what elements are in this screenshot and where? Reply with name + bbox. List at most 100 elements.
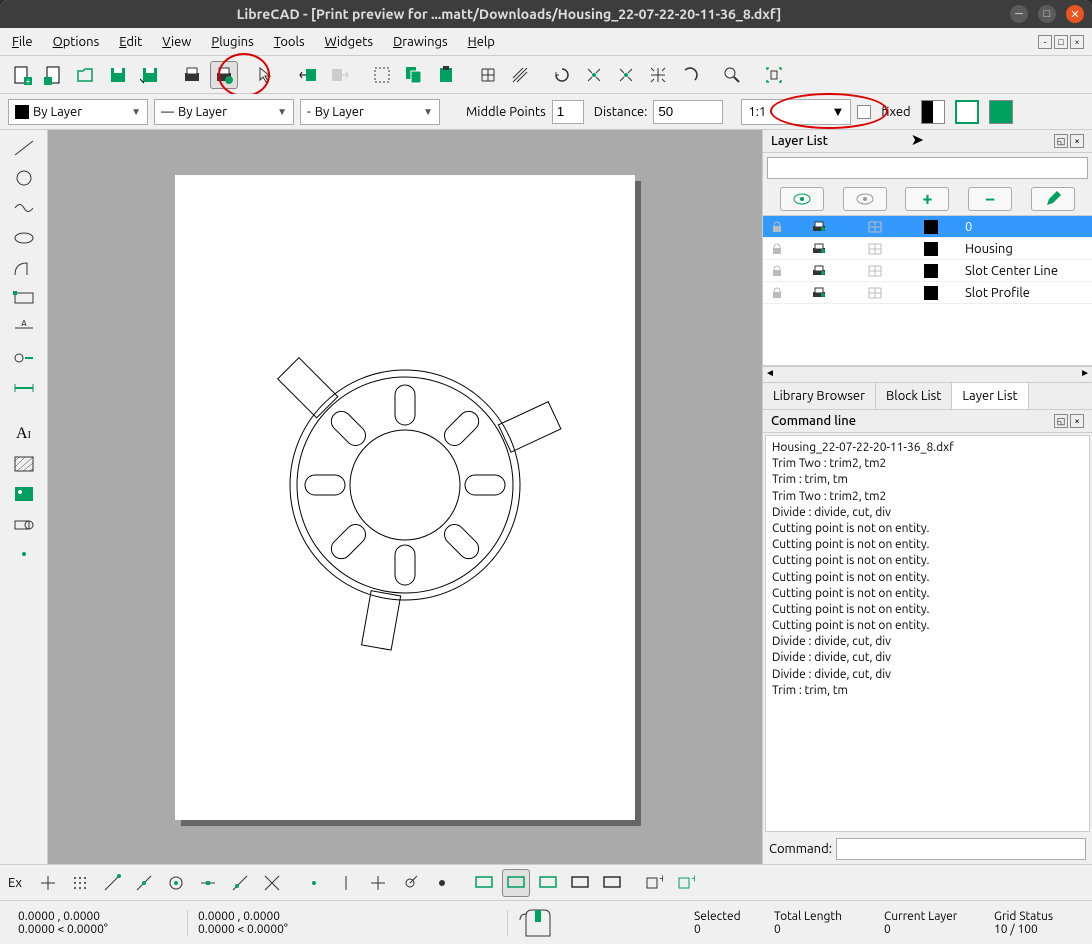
cmd-panel-close[interactable]: × [1070, 414, 1084, 428]
layer-panel-undock[interactable]: ◱ [1054, 134, 1068, 148]
menu-plugins[interactable]: Plugins [203, 31, 261, 53]
layer-edit-button[interactable] [1031, 187, 1075, 211]
point-tool-icon[interactable] [10, 542, 38, 566]
screen2-icon[interactable] [502, 869, 530, 897]
cut-button[interactable] [368, 61, 396, 89]
lock-icon[interactable] [763, 221, 791, 233]
measure-tool-icon[interactable] [10, 376, 38, 400]
hatch-tool-icon[interactable] [10, 452, 38, 476]
construction-icon[interactable] [847, 221, 903, 233]
construction-icon[interactable] [847, 243, 903, 255]
circle-tool-icon[interactable] [10, 166, 38, 190]
paste-button[interactable] [432, 61, 460, 89]
fit-button[interactable] [989, 100, 1013, 124]
ellipse-tool-icon[interactable] [10, 226, 38, 250]
print-icon[interactable] [791, 287, 847, 299]
block-tool-icon[interactable] [10, 512, 38, 536]
mdi-min[interactable]: - [1038, 35, 1052, 49]
distance-input[interactable] [653, 100, 723, 124]
restrict-nothing-icon[interactable] [300, 869, 328, 897]
command-input[interactable] [836, 838, 1086, 860]
screen5-icon[interactable] [598, 869, 626, 897]
close-button[interactable]: ✕ [1066, 5, 1084, 23]
snap-on-entity-icon[interactable] [130, 869, 158, 897]
polyline-tool-icon[interactable] [10, 256, 38, 280]
menu-file[interactable]: File [4, 31, 41, 53]
copy-button[interactable] [400, 61, 428, 89]
lock-icon[interactable] [763, 287, 791, 299]
line-tool-icon[interactable] [10, 136, 38, 160]
screen4-icon[interactable] [566, 869, 594, 897]
menu-drawings[interactable]: Drawings [385, 31, 456, 53]
undo-button[interactable] [294, 61, 322, 89]
mdi-restore[interactable]: □ [1054, 35, 1068, 49]
screen1-icon[interactable] [470, 869, 498, 897]
fixed-checkbox[interactable] [857, 105, 871, 119]
print-button[interactable] [178, 61, 206, 89]
save-as-button[interactable] [136, 61, 164, 89]
select-button[interactable] [252, 61, 280, 89]
image-tool-icon[interactable] [10, 482, 38, 506]
mdi-close[interactable]: × [1070, 35, 1084, 49]
center-button[interactable] [955, 100, 979, 124]
print-preview-button[interactable] [210, 61, 238, 89]
relative-zero-icon[interactable] [396, 869, 424, 897]
tab-block-list[interactable]: Block List [876, 383, 952, 409]
layer-row[interactable]: Slot Center Line [763, 260, 1092, 282]
drawing-canvas[interactable] [48, 130, 762, 864]
restrict-horiz-icon[interactable] [364, 869, 392, 897]
tab-library-browser[interactable]: Library Browser [763, 383, 876, 409]
add-view-icon[interactable]: + [640, 869, 668, 897]
new-button[interactable]: + [8, 61, 36, 89]
save-button[interactable] [104, 61, 132, 89]
menu-view[interactable]: View [154, 31, 199, 53]
menu-tools[interactable]: Tools [266, 31, 313, 53]
zoom-previous-button[interactable] [612, 61, 640, 89]
menu-options[interactable]: Options [45, 31, 108, 53]
layer-color-icon[interactable] [903, 242, 959, 256]
dimension-tool-icon[interactable]: A [10, 316, 38, 340]
construction-icon[interactable] [847, 287, 903, 299]
lock-icon[interactable] [763, 243, 791, 255]
tab-layer-list[interactable]: Layer List [952, 383, 1028, 409]
layer-color-icon[interactable] [903, 264, 959, 278]
layer-color-icon[interactable] [903, 220, 959, 234]
layer-remove-button[interactable]: − [968, 187, 1012, 211]
restrict-ortho-icon[interactable] [332, 869, 360, 897]
grid-button[interactable] [474, 61, 502, 89]
construction-icon[interactable] [847, 265, 903, 277]
select-tool-icon[interactable] [10, 286, 38, 310]
menu-widgets[interactable]: Widgets [317, 31, 381, 53]
snap-intersection-icon[interactable] [258, 869, 286, 897]
print-icon[interactable] [791, 265, 847, 277]
layer-panel-close[interactable]: × [1070, 134, 1084, 148]
fit-page-button[interactable] [760, 61, 788, 89]
draft-button[interactable] [506, 61, 534, 89]
menu-edit[interactable]: Edit [111, 31, 150, 53]
text-tool-icon[interactable]: AI [10, 422, 38, 446]
curve-tool-icon[interactable] [10, 196, 38, 220]
new-template-button[interactable] [40, 61, 68, 89]
lineweight-combo[interactable]: -By Layer▼ [300, 99, 440, 125]
redo-button[interactable] [326, 61, 354, 89]
screen3-icon[interactable] [534, 869, 562, 897]
layer-color-combo[interactable]: By Layer▼ [8, 99, 148, 125]
add-view2-icon[interactable]: + [672, 869, 700, 897]
layer-show-all-button[interactable] [780, 187, 824, 211]
linetype-combo[interactable]: —By Layer▼ [154, 99, 294, 125]
zoom-auto-button[interactable] [580, 61, 608, 89]
snap-distance-icon[interactable] [226, 869, 254, 897]
snap-grid-icon[interactable] [66, 869, 94, 897]
maximize-button[interactable]: □ [1038, 5, 1056, 23]
layer-hscroll[interactable] [763, 366, 1092, 382]
snap-free-icon[interactable] [34, 869, 62, 897]
print-icon[interactable] [791, 243, 847, 255]
zoom-pan-button[interactable] [676, 61, 704, 89]
layer-row[interactable]: Slot Profile [763, 282, 1092, 304]
layer-filter-input[interactable] [767, 157, 1088, 179]
modify-tool-icon[interactable] [10, 346, 38, 370]
snap-center-icon[interactable] [162, 869, 190, 897]
lock-icon[interactable] [763, 265, 791, 277]
minimize-button[interactable]: ─ [1010, 5, 1028, 23]
open-button[interactable] [72, 61, 100, 89]
